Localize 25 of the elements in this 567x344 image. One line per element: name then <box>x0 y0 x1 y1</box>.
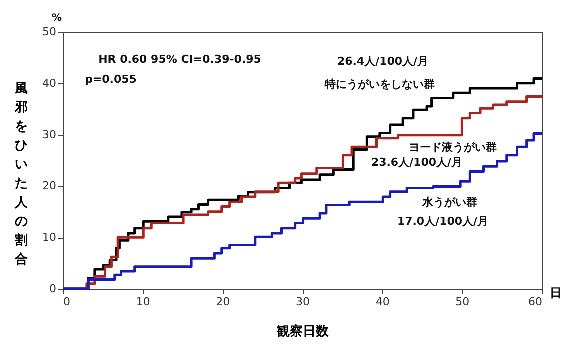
x-tick-label: 60 <box>528 296 542 308</box>
series-label: 特にうがいをしない群 <box>324 78 435 91</box>
y-tick-label: 30 <box>42 128 56 142</box>
series-label: ヨード液うがい群 <box>409 141 497 154</box>
annotation: p=0.055 <box>85 73 137 86</box>
x-axis-title: 観察日数 <box>276 324 330 340</box>
y-tick-label: 20 <box>42 180 56 193</box>
annotation: HR 0.60 95% CI=0.39-0.95 <box>98 53 262 66</box>
y-tick-label: 10 <box>42 231 56 244</box>
series-label: 水うがい群 <box>422 196 478 209</box>
text: 風邪をひいた人の割合 <box>15 82 28 268</box>
annotation: 17.0人/100人/月 <box>397 215 489 228</box>
x-tick-label: 20 <box>216 296 230 308</box>
x-tick-label: 50 <box>456 296 470 308</box>
y-tick-label: 50 <box>42 26 56 38</box>
y-tick-label: 40 <box>42 76 56 90</box>
x-tick-label: 10 <box>136 296 150 308</box>
annotation: 23.6人/100人/月 <box>371 156 463 169</box>
x-tick-label: 0 <box>64 296 70 308</box>
x-tick-label: 40 <box>376 296 390 308</box>
annotation: 26.4人/100人/月 <box>337 55 429 68</box>
text: 日 <box>550 286 562 300</box>
x-tick-label: 30 <box>296 296 310 308</box>
text: % <box>52 13 62 24</box>
y-tick-label: 0 <box>50 282 56 296</box>
